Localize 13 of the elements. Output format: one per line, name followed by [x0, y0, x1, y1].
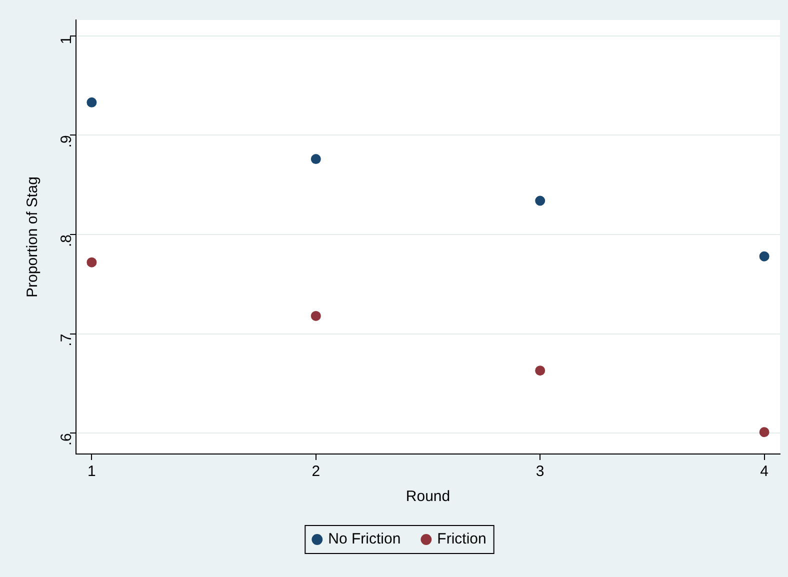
x-axis-title: Round [406, 488, 450, 506]
y-tick-label: .7 [58, 334, 76, 346]
legend-label: Friction [437, 530, 486, 548]
x-tick-label: 3 [536, 463, 544, 480]
y-tick-label: 1 [58, 36, 76, 44]
y-tick-label: .8 [58, 234, 76, 248]
x-tick-label: 1 [88, 463, 96, 480]
x-tick-label: 2 [312, 463, 320, 480]
y-axis-title: Proportion of Stag [24, 176, 42, 298]
x-tick-label: 4 [760, 463, 768, 480]
legend-label: No Friction [328, 530, 401, 548]
y-tick-label: .6 [58, 433, 76, 446]
y-tick-label: .9 [58, 135, 76, 148]
